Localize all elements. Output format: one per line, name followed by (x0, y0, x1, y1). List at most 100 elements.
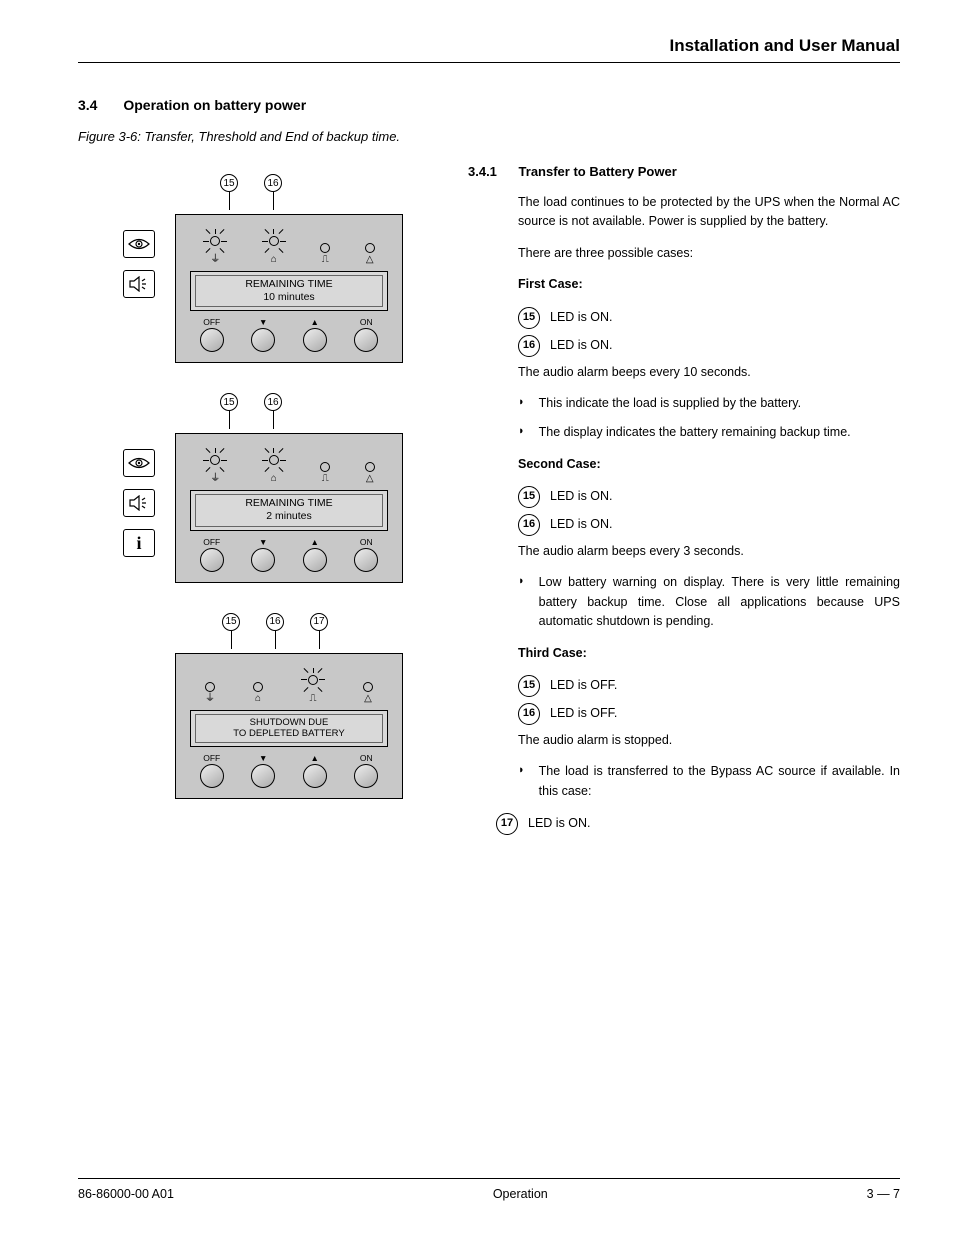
up-label: ▲ (311, 537, 319, 547)
callout-15: 15 (220, 174, 238, 192)
case-2-audio: The audio alarm beeps every 3 seconds. (518, 542, 900, 561)
section-heading: 3.4 Operation on battery power (78, 97, 900, 113)
ups-panel-2: i 15 16 ⏚ ⌂ ⎍ △ (123, 393, 403, 582)
off-label: OFF (203, 753, 220, 763)
alarm-icon: △ (366, 474, 374, 484)
led-15-text: LED is ON. (550, 487, 613, 506)
off-button (200, 548, 224, 572)
battery-icon: ⌂ (271, 255, 277, 265)
callout-15: 15 (222, 613, 240, 631)
callout-17: 17 (310, 613, 328, 631)
alarm-icon: △ (364, 694, 372, 704)
down-button (251, 328, 275, 352)
case-2-label: Second Case: (518, 455, 900, 474)
battery-icon: ⌂ (255, 694, 261, 704)
lcd-line-2: 2 minutes (198, 510, 380, 523)
subsection-number: 3.4.1 (468, 164, 497, 179)
eye-icon (123, 230, 155, 258)
on-button (354, 764, 378, 788)
footer-right: 3 — 7 (867, 1187, 900, 1201)
led-17-text: LED is ON. (528, 814, 591, 833)
power-icon: ⏚ (205, 694, 215, 704)
down-button (251, 548, 275, 572)
header-title: Installation and User Manual (670, 36, 901, 55)
info-icon: i (123, 529, 155, 557)
case-1-label: First Case: (518, 275, 900, 294)
led-15-text: LED is OFF. (550, 676, 617, 695)
bullet-icon: ◗ (518, 762, 525, 801)
on-label: ON (360, 537, 373, 547)
case-3-audio: The audio alarm is stopped. (518, 731, 900, 750)
lcd-line-1: SHUTDOWN DUE (198, 717, 380, 729)
lcd-line-2: TO DEPLETED BATTERY (198, 728, 380, 740)
figure-column: 15 16 ⏚ ⌂ ⎍ △ REMAINING TIME (78, 164, 438, 841)
led-15-circle: 15 (518, 486, 540, 508)
callout-16: 16 (266, 613, 284, 631)
callout-16: 16 (264, 393, 282, 411)
battery-icon: ⌂ (271, 474, 277, 484)
intro-paragraph-1: The load continues to be protected by th… (518, 193, 900, 232)
section-title: Operation on battery power (123, 97, 306, 113)
footer-center: Operation (493, 1187, 548, 1201)
up-button (303, 548, 327, 572)
alarm-icon: △ (366, 255, 374, 265)
eye-icon (123, 449, 155, 477)
callout-15: 15 (220, 393, 238, 411)
power-icon: ⏚ (210, 255, 220, 265)
lcd-line-1: REMAINING TIME (198, 497, 380, 510)
callout-16: 16 (264, 174, 282, 192)
up-button (303, 764, 327, 788)
lcd-line-1: REMAINING TIME (198, 278, 380, 291)
off-label: OFF (203, 317, 220, 327)
subsection-heading: 3.4.1 Transfer to Battery Power (468, 164, 900, 179)
led-15-text: LED is ON. (550, 308, 613, 327)
speaker-icon (123, 270, 155, 298)
case-2-bullet-1: Low battery warning on display. There is… (539, 573, 900, 631)
case-1-bullet-2: The display indicates the battery remain… (539, 423, 851, 442)
up-label: ▲ (311, 753, 319, 763)
led-16-circle: 16 (518, 703, 540, 725)
down-label: ▼ (259, 537, 267, 547)
figure-caption: Figure 3-6: Transfer, Threshold and End … (78, 129, 900, 144)
case-1-audio: The audio alarm beeps every 10 seconds. (518, 363, 900, 382)
bypass-icon: ⎍ (310, 694, 317, 704)
case-3-bullet-1: The load is transferred to the Bypass AC… (539, 762, 900, 801)
lcd-display: REMAINING TIME 10 minutes (190, 271, 388, 311)
off-label: OFF (203, 537, 220, 547)
bypass-icon: ⎍ (322, 474, 329, 484)
power-icon: ⏚ (210, 474, 220, 484)
on-button (354, 328, 378, 352)
up-label: ▲ (311, 317, 319, 327)
led-16-circle: 16 (518, 335, 540, 357)
case-3-label: Third Case: (518, 644, 900, 663)
led-16-text: LED is ON. (550, 515, 613, 534)
bullet-icon: ◗ (518, 573, 525, 631)
up-button (303, 328, 327, 352)
led-15-circle: 15 (518, 307, 540, 329)
led-15-circle: 15 (518, 675, 540, 697)
on-label: ON (360, 317, 373, 327)
section-number: 3.4 (78, 97, 97, 113)
text-column: 3.4.1 Transfer to Battery Power The load… (468, 164, 900, 841)
bullet-icon: ◗ (518, 394, 525, 413)
bullet-icon: ◗ (518, 423, 525, 442)
lcd-line-2: 10 minutes (198, 291, 380, 304)
lcd-display: REMAINING TIME 2 minutes (190, 490, 388, 530)
led-16-text: LED is ON. (550, 336, 613, 355)
off-button (200, 764, 224, 788)
led-16-text: LED is OFF. (550, 704, 617, 723)
intro-paragraph-2: There are three possible cases: (518, 244, 900, 263)
on-label: ON (360, 753, 373, 763)
bypass-icon: ⎍ (322, 255, 329, 265)
footer-left: 86-86000-00 A01 (78, 1187, 174, 1201)
led-17-circle: 17 (496, 813, 518, 835)
off-button (200, 328, 224, 352)
down-button (251, 764, 275, 788)
down-label: ▼ (259, 753, 267, 763)
case-1-bullet-1: This indicate the load is supplied by th… (539, 394, 801, 413)
speaker-icon (123, 489, 155, 517)
led-16-circle: 16 (518, 514, 540, 536)
lcd-display: SHUTDOWN DUE TO DEPLETED BATTERY (190, 710, 388, 748)
page-footer: 86-86000-00 A01 Operation 3 — 7 (78, 1178, 900, 1201)
ups-panel-3: 15 16 17 ⏚ ⌂ ⎍ △ SHUT (123, 613, 403, 800)
